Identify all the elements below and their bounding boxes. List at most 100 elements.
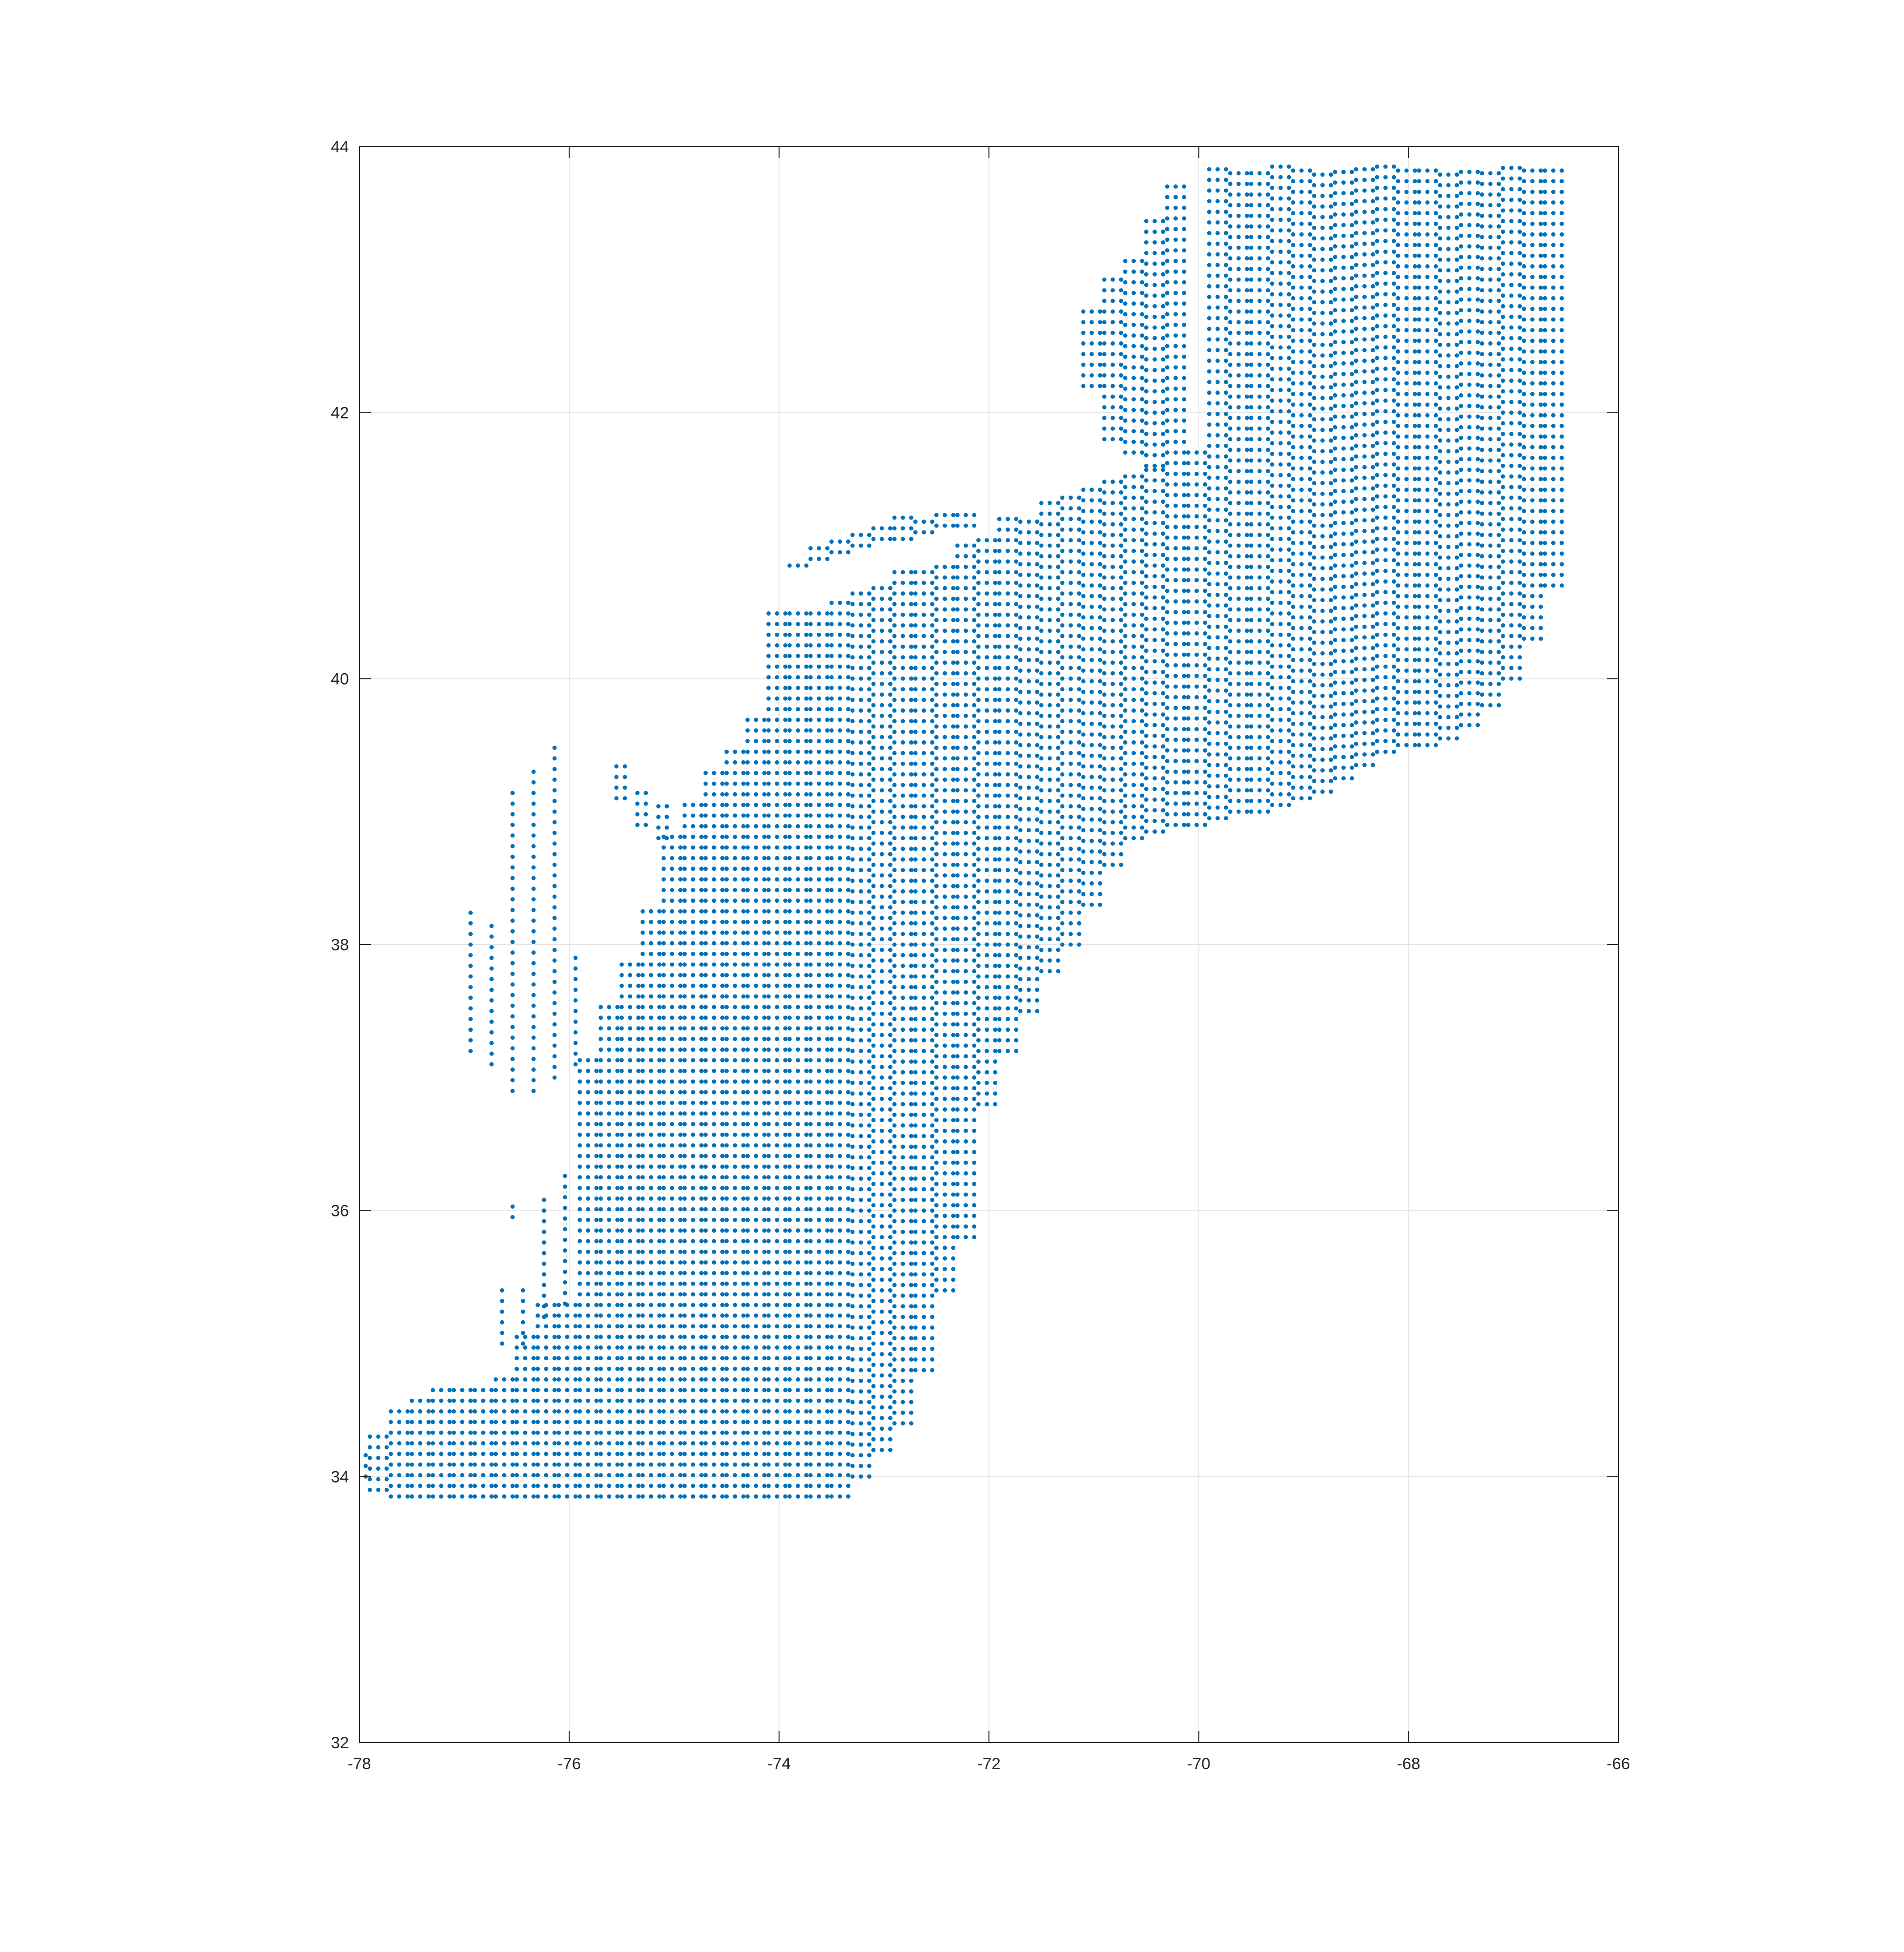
data-point: [993, 644, 998, 649]
data-point: [838, 1079, 842, 1084]
data-point: [1060, 868, 1065, 873]
data-point: [1035, 817, 1040, 822]
data-point: [783, 1058, 788, 1063]
data-point: [682, 1090, 687, 1095]
data-point: [724, 1271, 729, 1275]
data-point: [922, 953, 926, 957]
data-point: [888, 1267, 892, 1272]
data-point: [850, 1453, 855, 1458]
data-point: [783, 1185, 788, 1190]
data-point: [615, 1292, 620, 1297]
data-point: [577, 1462, 582, 1467]
data-point: [1026, 679, 1031, 684]
data-point: [829, 1239, 834, 1244]
data-point: [829, 771, 834, 776]
data-point: [397, 1409, 402, 1414]
data-point: [598, 1175, 603, 1180]
data-point: [859, 1027, 863, 1032]
data-point: [724, 1430, 729, 1435]
data-point: [808, 1239, 813, 1244]
data-point: [741, 1143, 746, 1148]
data-point: [880, 798, 884, 803]
data-point: [418, 1452, 423, 1456]
data-point: [766, 1207, 771, 1212]
data-point: [951, 820, 956, 825]
data-point: [598, 1154, 603, 1158]
data-point: [892, 729, 897, 734]
data-point: [699, 909, 704, 914]
data-point: [984, 602, 989, 607]
data-point: [628, 1143, 633, 1148]
data-point: [930, 825, 934, 830]
data-point: [930, 676, 934, 681]
data-point: [829, 632, 834, 637]
data-point: [1060, 889, 1065, 894]
data-point: [766, 1345, 771, 1350]
data-point: [586, 1420, 590, 1424]
data-point: [795, 1398, 800, 1403]
data-point: [783, 781, 788, 786]
data-point: [682, 1473, 687, 1477]
data-point: [795, 1324, 800, 1329]
data-point: [607, 1271, 612, 1275]
data-point: [963, 1054, 968, 1059]
data-point: [829, 1100, 834, 1105]
data-point: [888, 1288, 892, 1293]
data-point: [640, 1079, 645, 1084]
data-point: [661, 1165, 666, 1169]
data-point: [808, 675, 813, 679]
data-point: [829, 803, 834, 807]
data-point: [867, 708, 872, 713]
data-point: [913, 1219, 918, 1224]
data-point: [640, 1366, 645, 1371]
data-point: [649, 930, 654, 935]
data-point: [594, 1324, 599, 1329]
data-point: [409, 1430, 414, 1435]
data-point: [1026, 721, 1031, 726]
data-point: [754, 1228, 758, 1233]
data-point: [783, 941, 788, 946]
data-point: [619, 973, 624, 977]
data-point: [816, 686, 821, 690]
data-point: [720, 1260, 725, 1265]
data-point: [481, 1441, 486, 1445]
data-point: [1056, 714, 1061, 718]
data-point: [829, 973, 834, 977]
data-point: [892, 1102, 897, 1106]
data-point: [901, 602, 905, 607]
data-point: [774, 888, 779, 892]
data-point: [661, 1494, 666, 1499]
data-point: [607, 1228, 612, 1233]
data-point: [888, 1384, 892, 1388]
data-point: [615, 1154, 620, 1158]
data-point: [859, 1421, 863, 1426]
data-point: [829, 1420, 834, 1424]
data-point: [984, 1081, 989, 1085]
data-point: [766, 1281, 771, 1286]
data-point: [871, 1277, 876, 1282]
data-point: [741, 1335, 746, 1339]
data-point: [934, 916, 939, 920]
data-point: [552, 1462, 557, 1467]
data-point: [745, 1388, 750, 1393]
data-point: [795, 1249, 800, 1254]
data-point: [682, 909, 687, 914]
data-point: [825, 1494, 830, 1499]
data-point: [774, 973, 779, 977]
data-point: [724, 1377, 729, 1382]
data-point: [1005, 697, 1010, 702]
data-point: [405, 1441, 410, 1445]
data-point: [409, 1441, 414, 1445]
data-point: [816, 962, 821, 967]
data-point: [640, 1090, 645, 1095]
data-point: [552, 1324, 557, 1329]
data-point: [703, 1377, 708, 1382]
data-point: [838, 781, 842, 786]
data-point: [724, 1100, 729, 1105]
data-point: [762, 1430, 767, 1435]
data-point: [607, 1494, 612, 1499]
data-point: [829, 1398, 834, 1403]
data-point: [724, 1090, 729, 1095]
data-point: [1056, 905, 1061, 910]
data-point: [724, 845, 729, 850]
